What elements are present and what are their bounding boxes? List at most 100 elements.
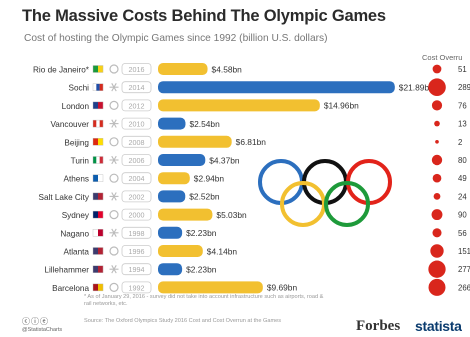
bar xyxy=(158,190,186,203)
year-box xyxy=(121,117,152,130)
flag-stripe xyxy=(96,120,100,128)
cost-overrun-label: 51 xyxy=(458,65,467,74)
cost-overrun-label: 90 xyxy=(458,211,467,220)
flag-stripe xyxy=(93,229,99,237)
value-label: $2.23bn xyxy=(186,228,217,238)
bar xyxy=(158,154,206,166)
flag-stripe xyxy=(98,174,104,182)
sun-icon xyxy=(109,210,119,220)
value-label: $2.94bn xyxy=(194,174,225,184)
flag-stripe xyxy=(99,83,104,91)
forbes-logo: Forbes xyxy=(356,318,401,334)
flag-outline xyxy=(92,83,104,91)
flag-stripe xyxy=(93,101,99,109)
year-box xyxy=(121,190,152,203)
cost-overrun-label: 56 xyxy=(458,229,467,238)
flag-stripe xyxy=(93,265,99,273)
flag-stripe xyxy=(96,156,100,164)
chart-title: The Massive Costs Behind The Olympic Gam… xyxy=(22,7,386,25)
flag-stripe xyxy=(99,120,104,128)
flag-outline xyxy=(92,138,104,146)
flag-stripe xyxy=(98,192,104,200)
flag-stripe xyxy=(93,65,99,73)
value-label: $5.03bn xyxy=(216,210,247,220)
year-box xyxy=(121,135,152,148)
cost-overrun-label: 24 xyxy=(458,192,467,201)
year-label: 1994 xyxy=(129,265,145,274)
olympic-ring xyxy=(280,181,326,227)
value-label: $21.89bn xyxy=(399,83,434,93)
flag-stripe xyxy=(98,247,104,255)
sun-icon xyxy=(109,100,119,111)
category-label: Salt Lake City xyxy=(38,193,89,202)
bar xyxy=(158,281,263,294)
bar xyxy=(158,208,213,221)
year-box xyxy=(121,226,152,239)
bar xyxy=(158,245,203,257)
cost-overrun-dot xyxy=(434,120,440,127)
category-label: Rio de Janeiro* xyxy=(33,66,90,75)
bar xyxy=(158,63,208,75)
flag-outline xyxy=(92,247,104,255)
category-label: Athens xyxy=(64,175,90,184)
cost-overrun-dot xyxy=(431,209,443,221)
sun-icon xyxy=(109,64,119,74)
sun-icon xyxy=(109,246,119,256)
bar xyxy=(158,226,183,239)
year-label: 2016 xyxy=(129,65,145,74)
year-label: 2002 xyxy=(129,192,145,201)
cost-overrun-dot xyxy=(428,278,446,296)
flag-stripe xyxy=(93,156,97,164)
cost-overrun-header: Cost Overru xyxy=(422,53,463,62)
flag-outline xyxy=(92,210,104,219)
olympic-ring xyxy=(324,181,370,227)
year-label: 2014 xyxy=(129,83,145,92)
cost-overrun-label: 49 xyxy=(458,174,467,183)
year-label: 2012 xyxy=(129,101,145,110)
year-label: 1998 xyxy=(129,229,145,238)
snowflake-icon xyxy=(109,228,119,237)
year-label: 2004 xyxy=(129,174,145,183)
cost-overrun-dot xyxy=(432,64,442,74)
chart-subtitle: Cost of hosting the Olympic Games since … xyxy=(24,33,328,44)
flag-outline xyxy=(92,265,104,273)
snowflake-icon xyxy=(109,83,119,92)
category-label: Vancouver xyxy=(50,120,89,129)
category-label: Beijing xyxy=(64,138,89,147)
value-label: $9.69bn xyxy=(267,283,298,293)
year-label: 2008 xyxy=(129,138,145,147)
year-box xyxy=(121,245,152,257)
cost-overrun-label: 151 xyxy=(458,247,470,256)
flag-outline xyxy=(92,156,104,164)
olympic-ring xyxy=(346,159,392,205)
sun-icon xyxy=(109,173,119,183)
cost-overrun-label: 277 xyxy=(458,265,470,274)
footnote: * As of January 29, 2016 - survey did no… xyxy=(84,294,324,307)
flag-outline xyxy=(92,119,104,128)
flag-stripe xyxy=(93,174,99,182)
cost-overrun-dot xyxy=(433,193,441,200)
flag-outline xyxy=(92,192,104,201)
cost-overrun-dot xyxy=(432,173,442,183)
flag-outline xyxy=(92,229,104,237)
year-box xyxy=(121,263,152,276)
statista-handle: @StatistaCharts xyxy=(22,327,63,333)
year-box xyxy=(121,99,152,112)
year-label: 2010 xyxy=(129,120,145,129)
flag-stripe xyxy=(98,283,104,291)
flag-stripe xyxy=(98,211,104,219)
flag-stripe xyxy=(96,83,100,91)
flag-outline xyxy=(92,174,104,182)
flag-stripe xyxy=(93,120,97,128)
flag-outline xyxy=(92,283,104,292)
category-label: Barcelona xyxy=(52,284,89,293)
year-label: 1992 xyxy=(129,283,145,292)
flag-stripe xyxy=(98,138,104,146)
cost-overrun-dot xyxy=(431,154,443,166)
bar xyxy=(158,263,183,276)
cost-overrun-label: 289 xyxy=(458,83,470,92)
category-label: Sydney xyxy=(62,211,90,220)
year-label: 1996 xyxy=(129,247,145,256)
snowflake-icon xyxy=(109,119,119,128)
